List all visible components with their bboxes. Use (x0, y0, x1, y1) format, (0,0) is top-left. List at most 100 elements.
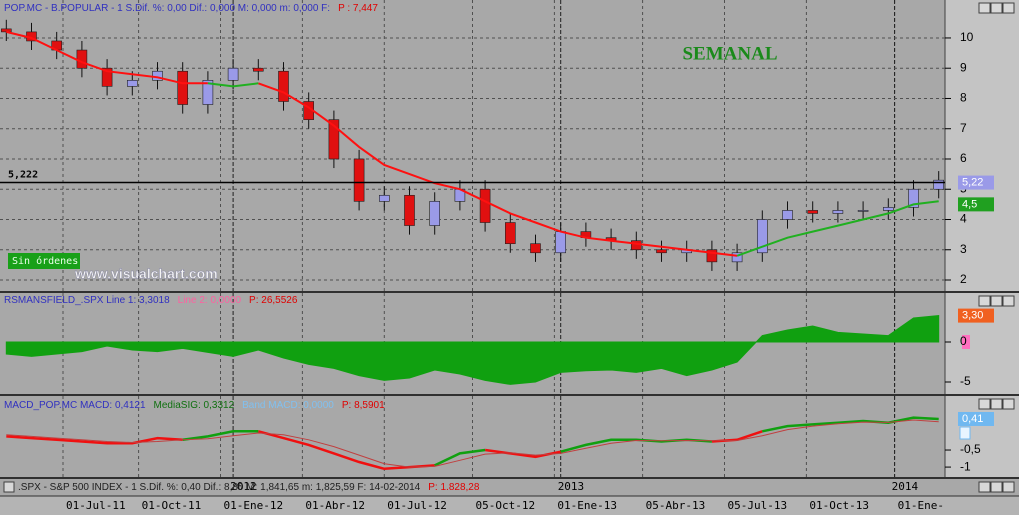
candle-body (328, 119, 340, 160)
button[interactable] (3, 481, 15, 493)
button[interactable] (990, 398, 1003, 410)
year-label: 2014 (892, 480, 919, 493)
button[interactable] (990, 2, 1003, 14)
year-label: 2013 (558, 480, 585, 493)
button[interactable] (978, 398, 991, 410)
moving-average (6, 30, 738, 257)
y-tick-label: 4 (960, 212, 967, 226)
candle-body (756, 219, 768, 254)
y-tick-label: 8 (960, 91, 967, 105)
line2-marker (962, 335, 970, 349)
status: Sin órdenes (12, 255, 78, 267)
candle-body (933, 179, 945, 190)
candle-body (177, 70, 188, 105)
y-tick-label: 3 (960, 242, 967, 256)
candle-body (857, 210, 869, 212)
button[interactable] (978, 295, 991, 307)
button[interactable] (978, 2, 991, 14)
candle-body (253, 67, 264, 72)
moving-average (207, 82, 939, 257)
candle-body (127, 80, 138, 87)
header-item: P: 8,5901 (342, 400, 385, 411)
y-tick-label: -5 (960, 374, 971, 388)
candle-body (530, 243, 541, 254)
price-tag (958, 197, 994, 212)
y-tick-label: 7 (960, 121, 967, 135)
year-label: 2012 (230, 480, 257, 493)
candle-body (504, 222, 516, 245)
button[interactable] (990, 481, 1003, 493)
candle-body (807, 210, 819, 214)
candle-body (378, 194, 390, 202)
watermark: www.visualchart.com (74, 266, 218, 282)
header: POP.MC - B.POPULAR - 1 S.Dif. %: 0,00 Di… (4, 3, 378, 14)
candle-body (76, 49, 88, 69)
macd-line (6, 419, 939, 468)
x-tick-label: 01-Ene-12 (224, 499, 284, 512)
x-tick-label: 01-Oct-13 (809, 499, 869, 512)
macd-line (182, 416, 939, 467)
x-tick-label: 01-Ene-13 (557, 499, 617, 512)
y-tick-label: 10 (960, 30, 974, 44)
y-tick-label: 0 (960, 334, 967, 348)
candle-body (404, 194, 415, 226)
header-item: P: 26,5526 (249, 295, 298, 306)
price-tag-label: 0,41 (962, 413, 983, 425)
candle-body (908, 188, 919, 208)
button[interactable] (1002, 398, 1015, 410)
candle-body (479, 188, 491, 223)
candle-body (101, 67, 113, 87)
price-tag-label: 4,5 (962, 198, 977, 210)
button[interactable] (1002, 481, 1015, 493)
area (5, 315, 940, 385)
candle-body (706, 249, 718, 263)
y-tick-label: -0,5 (960, 442, 981, 456)
header-item: MACD_POP.MC MACD: 0,4121 (4, 400, 146, 411)
x-tick-label: 01-Jul-12 (387, 499, 447, 512)
y-tick-label: 6 (960, 151, 967, 165)
header-item: RSMANSFIELD_.SPX Line 1: 3,3018 (4, 295, 170, 306)
header-item: Band MACD: 0,0000 (242, 400, 334, 411)
x-tick-label: 05-Jul-13 (728, 499, 788, 512)
header-item: Line 2: 0,0000 (178, 295, 242, 306)
candle-body (227, 67, 239, 81)
axis-panel (945, 0, 1019, 478)
price-tag (958, 308, 994, 323)
header-item: .SPX - S&P 500 INDEX - 1 S.Dif. %: 0,40 … (18, 482, 421, 493)
x-tick-label: 01-Jul-11 (66, 499, 126, 512)
x-tick-label: 01-Ene-14 (898, 499, 958, 512)
price-tag-label: 5,22 (962, 176, 983, 188)
candle-body (202, 80, 214, 105)
level-label: 5,222 (8, 170, 38, 181)
x-tick-label: 05-Oct-12 (476, 499, 536, 512)
header-item: P : 7,447 (338, 3, 378, 14)
candle-body (782, 210, 793, 220)
candle-body (882, 207, 894, 211)
x-tick-label: 01-Abr-12 (305, 499, 365, 512)
chart-title: SEMANAL (682, 43, 777, 64)
y-tick-label: -1 (960, 459, 971, 473)
x-tick-label: 01-Oct-11 (142, 499, 202, 512)
header-item: P: 1.828,28 (428, 482, 480, 493)
price-tag (958, 175, 994, 190)
button[interactable] (1002, 295, 1015, 307)
window-buttons (3, 2, 1015, 493)
button[interactable] (978, 481, 991, 493)
header-item: MediaSIG: 0,3312 (154, 400, 235, 411)
status-box (8, 253, 80, 269)
date-row (0, 496, 1019, 515)
candle-body (0, 28, 12, 33)
candle-body (429, 201, 441, 226)
signal-marker (959, 426, 971, 440)
button[interactable] (1002, 2, 1015, 14)
button[interactable] (990, 295, 1003, 307)
header-item: POP.MC - B.POPULAR - 1 S.Dif. %: 0,00 Di… (4, 3, 330, 14)
x-tick-label: 05-Abr-13 (646, 499, 706, 512)
macd-line (6, 430, 763, 471)
candle-body (278, 70, 289, 102)
price-tag (958, 411, 994, 426)
axes: 2345678910POP.MC - B.POPULAR - 1 S.Dif. … (4, 3, 994, 493)
y-tick-label: 9 (960, 60, 967, 74)
